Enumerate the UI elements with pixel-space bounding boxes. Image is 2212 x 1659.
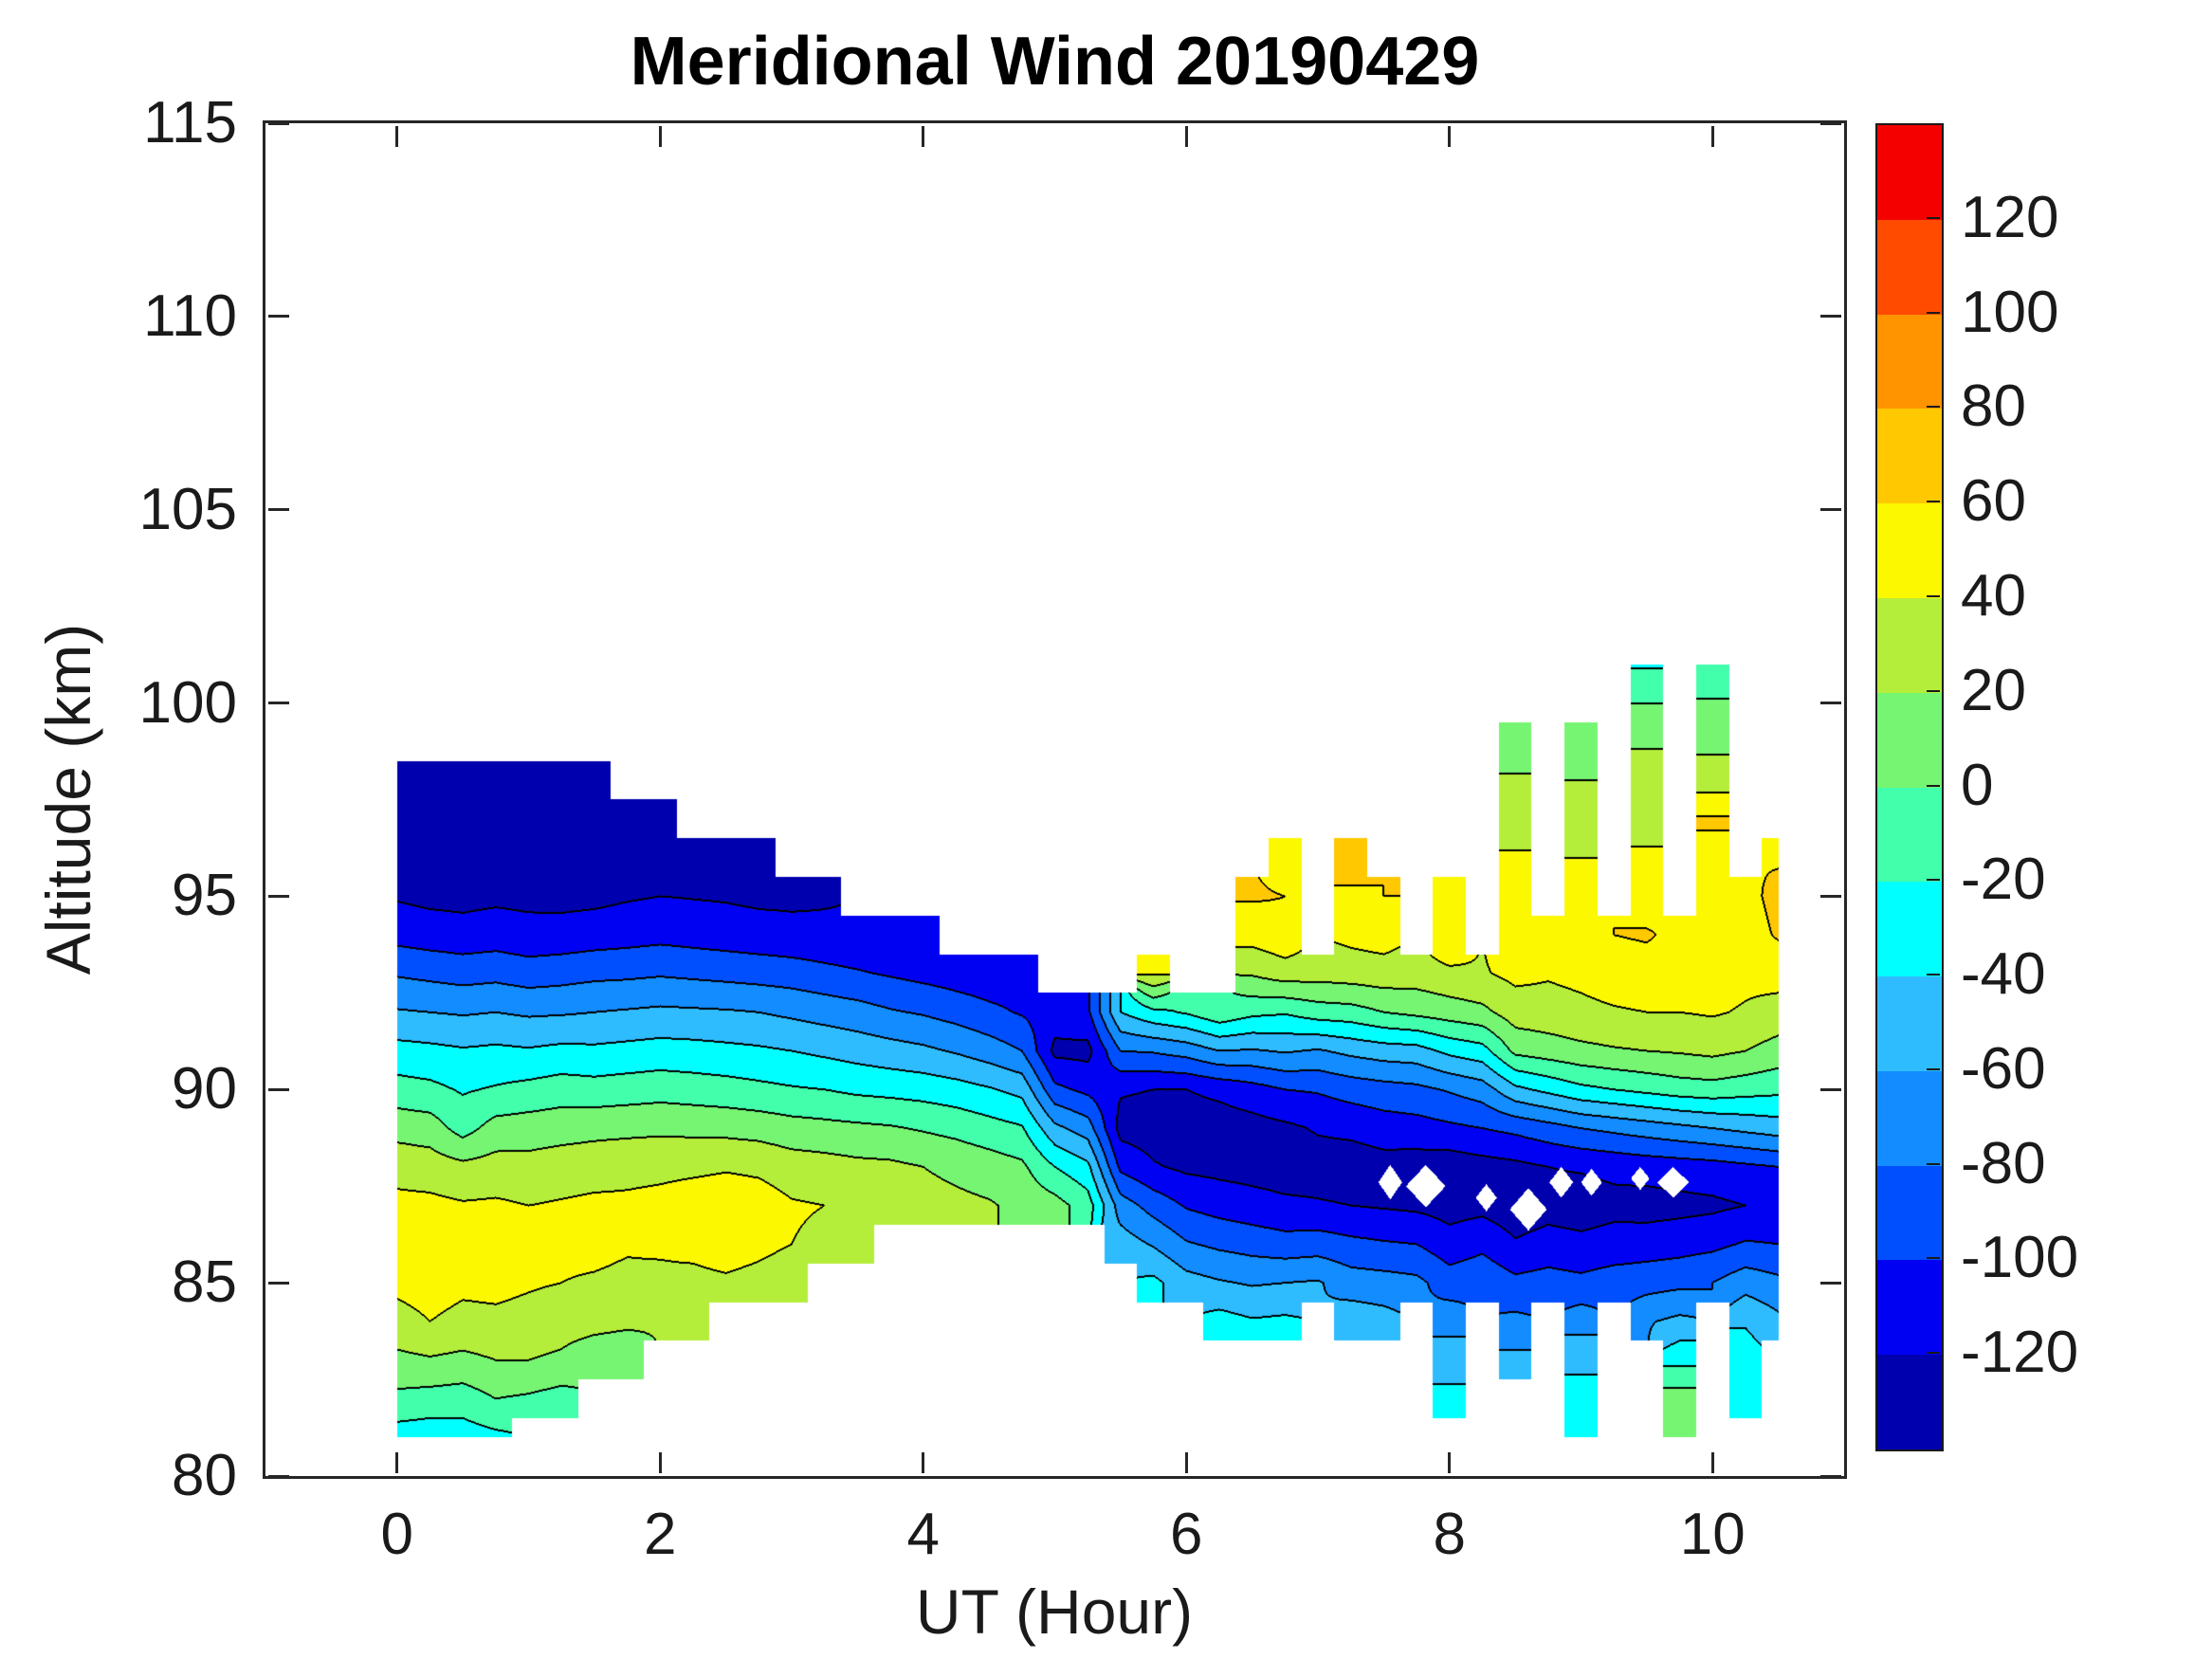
x-tick-mark xyxy=(922,1452,925,1473)
chart-title: Meridional Wind 20190429 xyxy=(630,24,1480,100)
colorbar-band xyxy=(1877,1260,1942,1357)
colorbar-band xyxy=(1877,787,1942,884)
y-tick-mark xyxy=(268,1281,289,1285)
y-tick-mark xyxy=(268,702,289,705)
y-tick-mark-right xyxy=(1820,121,1841,125)
y-tick-mark xyxy=(268,1474,289,1478)
x-tick-label: 2 xyxy=(644,1502,677,1567)
x-tick-mark xyxy=(1710,1452,1714,1473)
y-tick-label: 100 xyxy=(138,669,237,736)
y-tick-mark-right xyxy=(1820,1281,1841,1285)
x-tick-mark-top xyxy=(1448,126,1452,147)
colorbar-band xyxy=(1877,503,1942,599)
colorbar-tick-label: -40 xyxy=(1961,941,2046,1008)
x-tick-mark xyxy=(1448,1452,1452,1473)
colorbar-tick-label: -120 xyxy=(1961,1320,2079,1386)
colorbar-tick-mark xyxy=(1927,784,1940,787)
colorbar-band xyxy=(1877,1355,1942,1449)
colorbar-tick-label: 40 xyxy=(1961,562,2026,629)
colorbar-tick-mark xyxy=(1927,406,1940,409)
x-tick-label: 6 xyxy=(1170,1502,1203,1567)
x-tick-mark-top xyxy=(1710,126,1714,147)
contour-plot-canvas xyxy=(265,123,1844,1476)
y-tick-mark-right xyxy=(1820,508,1841,512)
x-tick-label: 10 xyxy=(1679,1502,1746,1567)
colorbar-tick-label: 0 xyxy=(1961,752,1994,818)
x-tick-label: 4 xyxy=(906,1502,940,1567)
plot-border xyxy=(263,120,1847,1479)
y-tick-label: 80 xyxy=(172,1443,237,1508)
colorbar-band xyxy=(1877,125,1942,221)
y-tick-mark-right xyxy=(1820,894,1841,898)
x-tick-mark xyxy=(395,1452,399,1473)
colorbar-tick-mark xyxy=(1927,501,1940,503)
colorbar-tick-mark xyxy=(1927,974,1940,976)
colorbar-tick-mark xyxy=(1927,1257,1940,1260)
colorbar-tick-label: 100 xyxy=(1961,279,2059,345)
y-tick-label: 115 xyxy=(143,90,237,155)
colorbar-tick-label: 60 xyxy=(1961,468,2026,535)
colorbar-tick-mark xyxy=(1927,689,1940,692)
x-tick-mark-top xyxy=(1184,126,1188,147)
y-tick-label: 105 xyxy=(138,476,237,542)
colorbar-tick-mark xyxy=(1927,1162,1940,1165)
colorbar-band xyxy=(1877,1165,1942,1262)
x-axis-label: UT (Hour) xyxy=(915,1577,1194,1647)
x-tick-label: 0 xyxy=(380,1502,413,1567)
colorbar-band xyxy=(1877,409,1942,505)
colorbar xyxy=(1875,123,1944,1451)
colorbar-tick-label: 120 xyxy=(1961,184,2059,250)
y-tick-mark xyxy=(268,894,289,898)
y-tick-label: 90 xyxy=(172,1056,237,1122)
colorbar-band xyxy=(1877,882,1942,978)
colorbar-tick-mark xyxy=(1927,1352,1940,1355)
colorbar-tick-label: -60 xyxy=(1961,1035,2046,1102)
colorbar-tick-mark xyxy=(1927,216,1940,219)
x-tick-mark xyxy=(1184,1452,1188,1473)
y-axis-label: Altitude (km) xyxy=(33,623,103,975)
y-tick-mark xyxy=(268,508,289,512)
y-tick-mark-right xyxy=(1820,1087,1841,1091)
colorbar-band xyxy=(1877,976,1942,1072)
y-tick-mark-right xyxy=(1820,315,1841,319)
y-tick-mark-right xyxy=(1820,1474,1841,1478)
x-tick-mark-top xyxy=(922,126,925,147)
colorbar-tick-label: 80 xyxy=(1961,374,2026,440)
y-tick-mark xyxy=(268,1087,289,1091)
y-tick-label: 85 xyxy=(172,1249,237,1316)
colorbar-tick-label: 20 xyxy=(1961,657,2026,723)
y-tick-mark-right xyxy=(1820,702,1841,705)
x-tick-mark xyxy=(658,1452,662,1473)
colorbar-band xyxy=(1877,692,1942,789)
x-tick-label: 8 xyxy=(1433,1502,1466,1567)
colorbar-tick-label: -100 xyxy=(1961,1225,2079,1291)
colorbar-tick-mark xyxy=(1927,311,1940,314)
colorbar-band xyxy=(1877,219,1942,316)
colorbar-band xyxy=(1877,597,1942,694)
y-tick-mark xyxy=(268,315,289,319)
colorbar-tick-label: -80 xyxy=(1961,1130,2046,1196)
colorbar-band xyxy=(1877,314,1942,410)
x-tick-mark-top xyxy=(395,126,399,147)
x-tick-mark-top xyxy=(658,126,662,147)
y-tick-label: 95 xyxy=(172,863,237,929)
colorbar-tick-label: -20 xyxy=(1961,847,2046,913)
y-tick-mark xyxy=(268,121,289,125)
colorbar-tick-mark xyxy=(1927,1067,1940,1070)
colorbar-tick-mark xyxy=(1927,879,1940,882)
y-tick-label: 110 xyxy=(143,283,237,349)
colorbar-tick-mark xyxy=(1927,594,1940,597)
colorbar-band xyxy=(1877,1070,1942,1167)
